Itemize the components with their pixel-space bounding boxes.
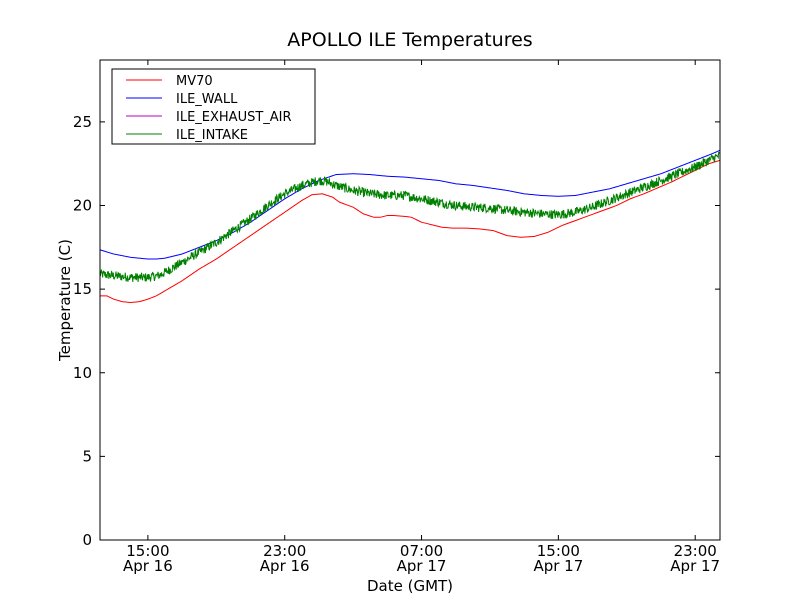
x-tick-time-label: 07:00	[400, 542, 443, 560]
legend-label: ILE_EXHAUST_AIR	[176, 110, 292, 125]
x-axis-label: Date (GMT)	[367, 577, 453, 595]
x-tick-date-label: Apr 17	[533, 557, 583, 575]
legend-frame	[111, 68, 316, 145]
y-tick-label: 10	[73, 364, 92, 382]
plot-frame	[99, 59, 721, 541]
y-tick-label: 25	[73, 113, 92, 131]
series-layer	[100, 149, 720, 303]
y-axis-label: Temperature (C)	[56, 239, 74, 362]
x-tick-time-label: 23:00	[674, 542, 717, 560]
y-tick-label: 5	[82, 447, 92, 465]
x-tick-time-label: 23:00	[263, 542, 306, 560]
x-tick-date-label: Apr 17	[397, 557, 447, 575]
y-tick-label: 0	[82, 531, 92, 549]
x-tick-time-label: 15:00	[126, 542, 169, 560]
y-tick-label: 15	[73, 280, 92, 298]
legend: MV70 ILE_WALL ILE_EXHAUST_AIR ILE_INTAKE	[111, 68, 316, 145]
y-tick-label: 20	[73, 197, 92, 215]
x-tick-date-label: Apr 17	[670, 557, 720, 575]
legend-label: MV70	[176, 74, 213, 89]
plot-area	[99, 59, 721, 541]
series-line-ile-wall	[100, 149, 720, 260]
y-axis: 0 5 10 15 20 25	[73, 113, 720, 549]
x-tick-time-label: 15:00	[537, 542, 580, 560]
legend-label: ILE_WALL	[176, 92, 238, 107]
x-tick-date-label: Apr 16	[123, 557, 173, 575]
legend-label: ILE_INTAKE	[176, 128, 248, 143]
series-line-ile-intake	[100, 151, 720, 283]
series-line-mv70	[100, 159, 720, 303]
chart-title: APOLLO ILE Temperatures	[287, 29, 532, 51]
x-tick-date-label: Apr 16	[260, 557, 310, 575]
